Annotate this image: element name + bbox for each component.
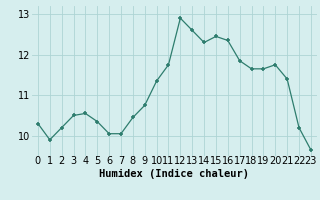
X-axis label: Humidex (Indice chaleur): Humidex (Indice chaleur) [100,169,249,179]
